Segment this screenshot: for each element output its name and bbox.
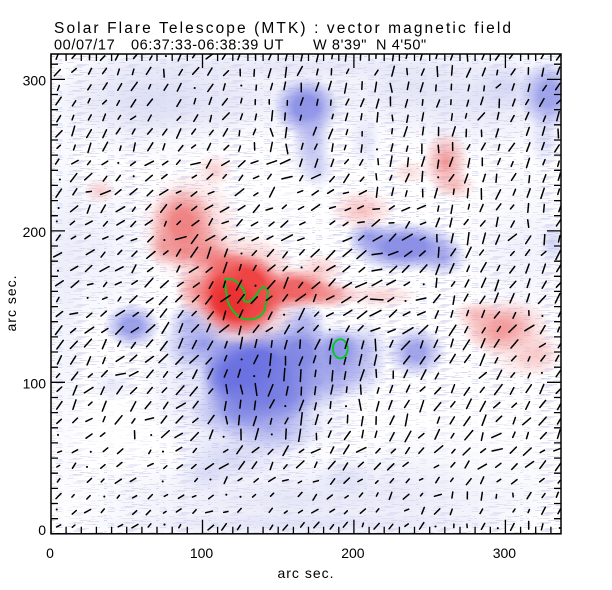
svg-text:100: 100 (23, 376, 47, 392)
svg-text:arc sec.: arc sec. (3, 274, 19, 331)
svg-text:Solar Flare Telescope (MTK) :: Solar Flare Telescope (MTK) : vector mag… (54, 20, 513, 37)
svg-text:300: 300 (23, 73, 47, 89)
svg-text:300: 300 (493, 545, 517, 561)
svg-text:0: 0 (38, 522, 46, 538)
svg-text:W 8'39": W 8'39" (313, 38, 367, 54)
svg-text:arc sec.: arc sec. (277, 565, 334, 581)
svg-text:100: 100 (190, 545, 214, 561)
svg-text:00/07/17: 00/07/17 (54, 38, 115, 54)
svg-text:06:37:33-06:38:39 UT: 06:37:33-06:38:39 UT (131, 38, 284, 54)
svg-text:200: 200 (341, 545, 365, 561)
svg-text:N 4'50": N 4'50" (376, 38, 427, 54)
svg-text:0: 0 (46, 545, 54, 561)
svg-text:200: 200 (23, 224, 47, 240)
